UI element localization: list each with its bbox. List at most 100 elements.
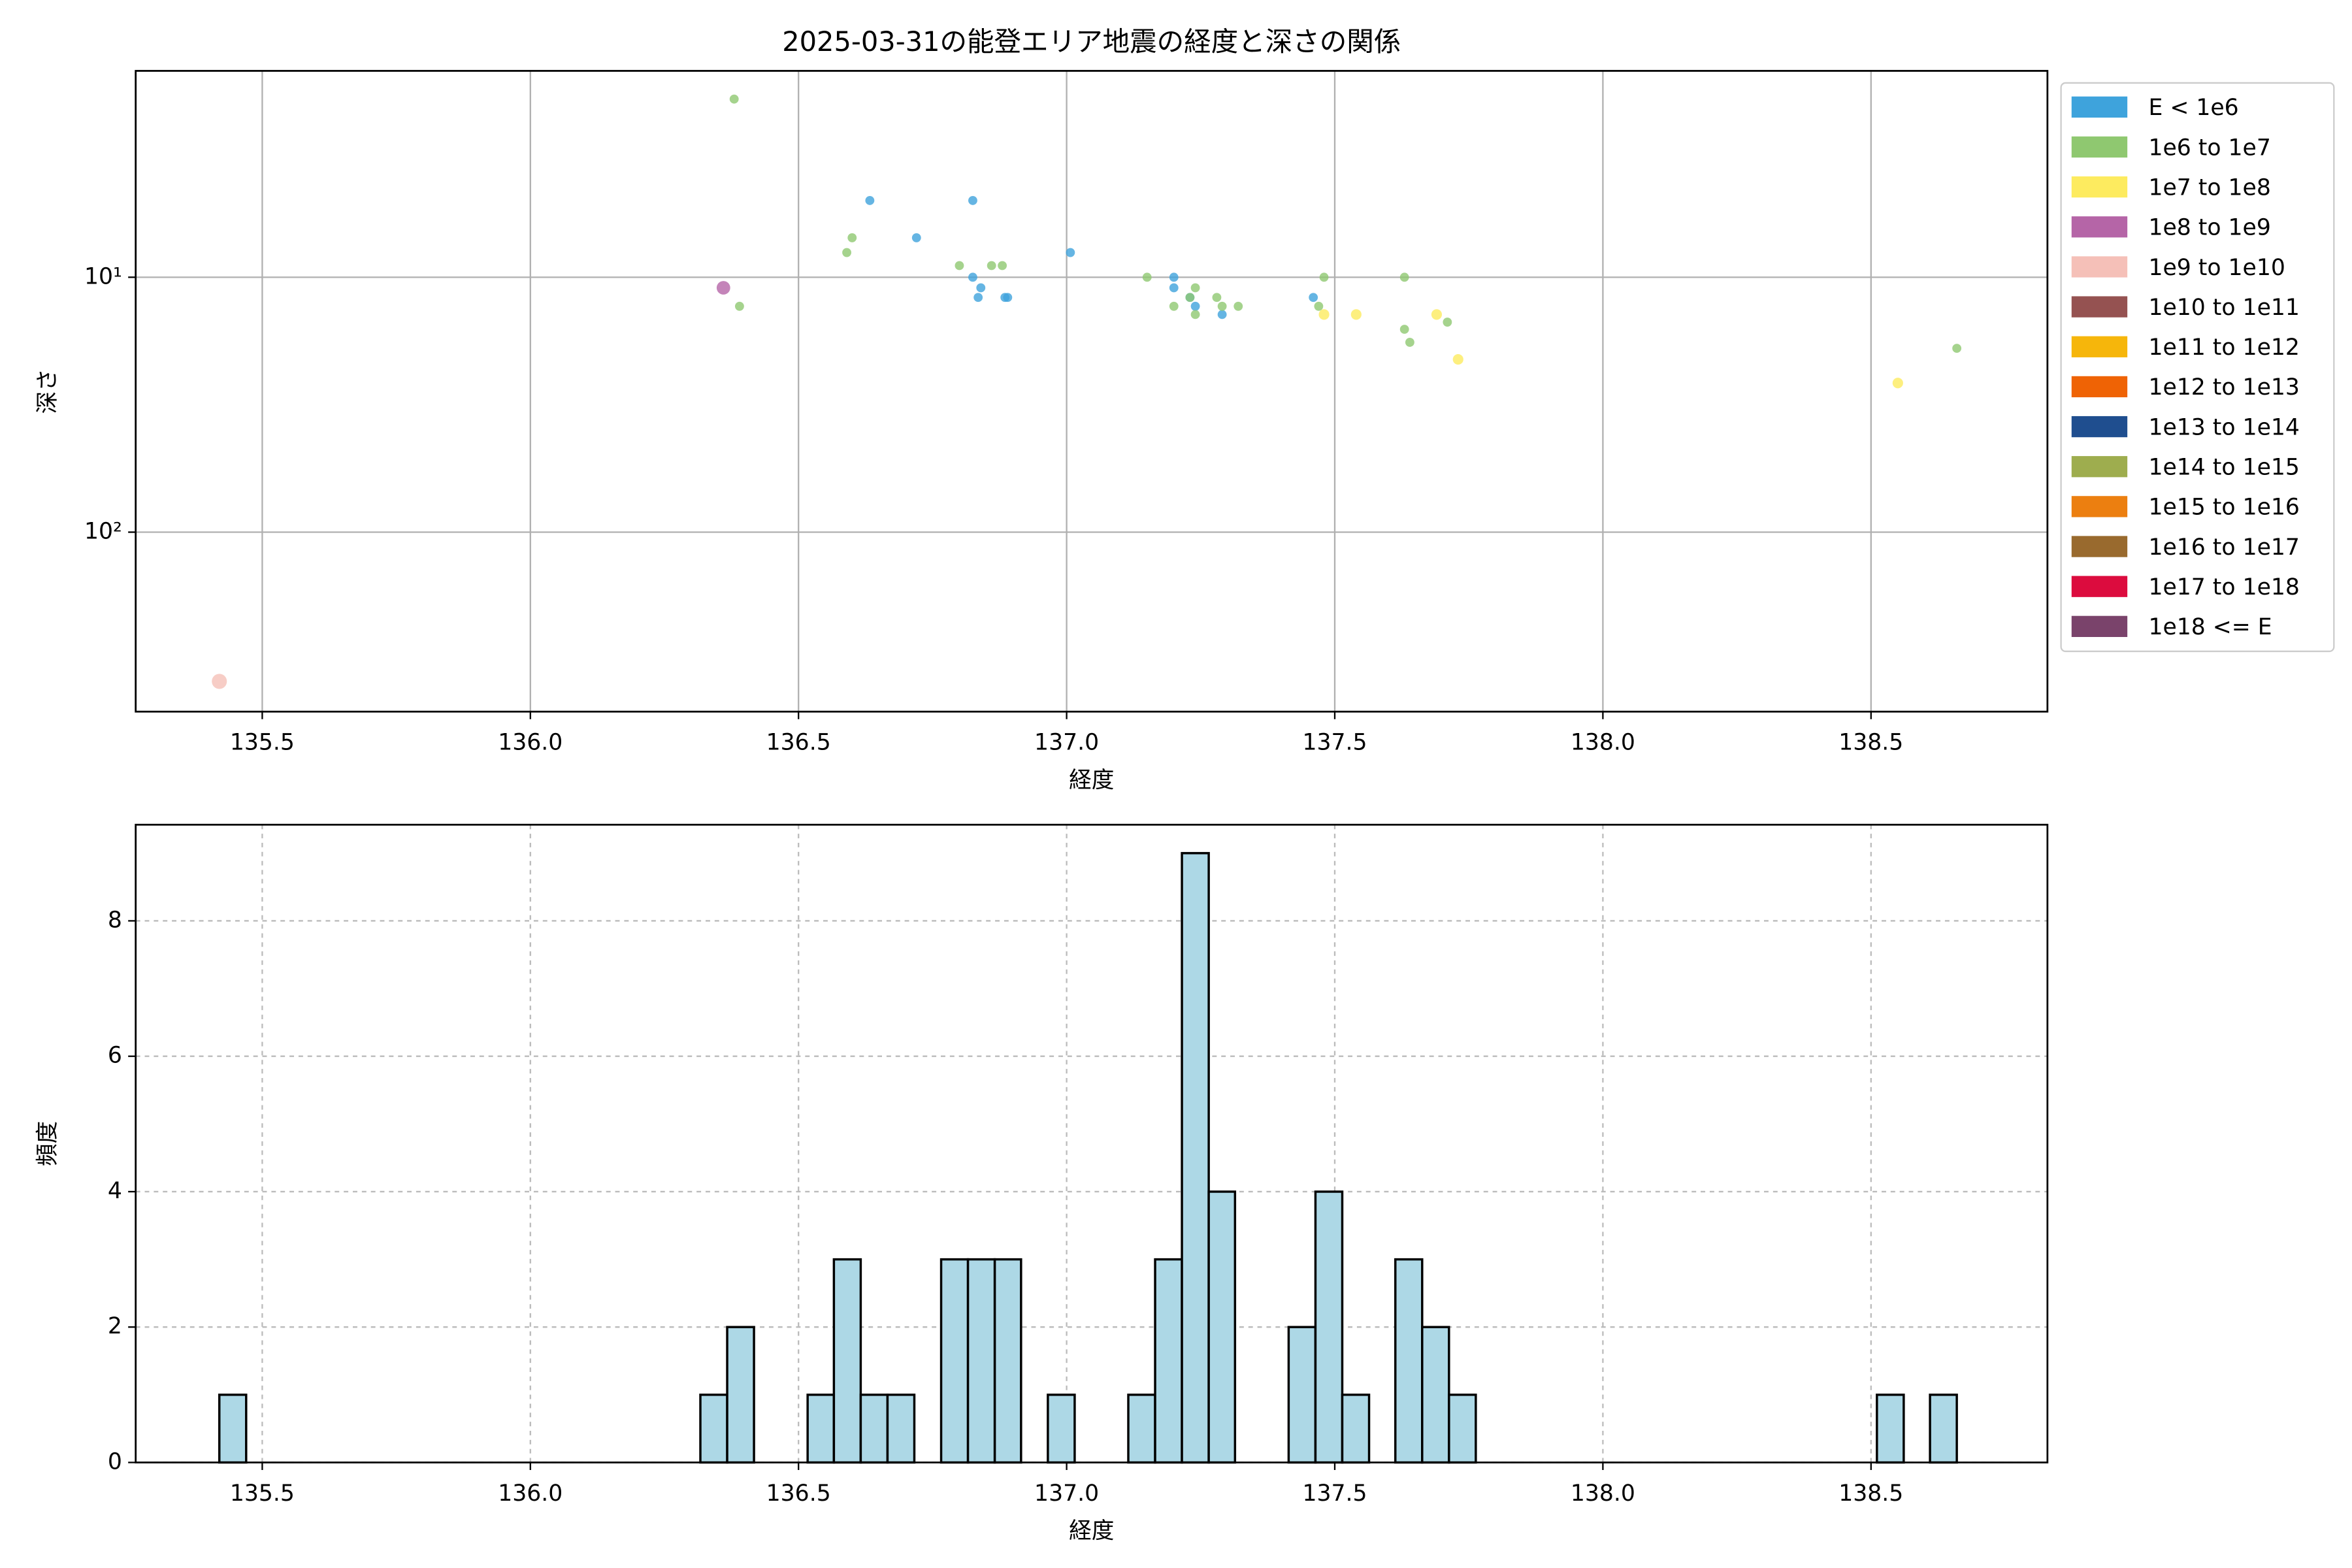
point xyxy=(1399,272,1409,282)
point xyxy=(955,261,964,270)
legend-label: 1e17 to 1e18 xyxy=(2148,574,2299,600)
point xyxy=(1318,309,1330,320)
bar xyxy=(993,1258,1022,1464)
legend-swatch xyxy=(2071,216,2128,238)
point xyxy=(212,674,227,689)
bar xyxy=(859,1394,889,1464)
point xyxy=(1066,248,1075,257)
legend-swatch xyxy=(2071,615,2128,637)
y-axis-label: 頻度 xyxy=(35,1121,61,1166)
legend-label: 1e12 to 1e13 xyxy=(2148,374,2299,400)
bar xyxy=(806,1394,836,1464)
x-axis-label: 経度 xyxy=(1069,1518,1114,1544)
x-tick-label: 137.5 xyxy=(1302,1480,1367,1507)
legend-swatch xyxy=(2071,536,2128,557)
bar xyxy=(832,1258,862,1464)
point xyxy=(1217,301,1227,311)
point xyxy=(987,261,996,270)
point xyxy=(968,195,977,205)
point xyxy=(1142,272,1152,282)
bar xyxy=(1287,1326,1317,1464)
legend-swatch xyxy=(2071,296,2128,318)
bar xyxy=(1181,852,1210,1464)
x-tick-label: 135.5 xyxy=(230,1480,295,1507)
legend-label: 1e14 to 1e15 xyxy=(2148,455,2299,481)
legend-swatch xyxy=(2071,336,2128,357)
legend-swatch xyxy=(2071,496,2128,517)
point xyxy=(865,195,875,205)
point xyxy=(734,301,744,311)
point xyxy=(1431,309,1443,320)
point xyxy=(976,283,986,293)
point xyxy=(1314,301,1324,311)
x-tick-label: 137.5 xyxy=(1302,730,1367,756)
point xyxy=(1169,272,1179,282)
x-tick-label: 136.0 xyxy=(498,730,563,756)
chart-title: 2025-03-31の能登エリア地震の経度と深さの関係 xyxy=(782,25,1401,57)
point xyxy=(1169,301,1179,311)
bar xyxy=(1127,1394,1156,1464)
legend-swatch xyxy=(2071,456,2128,478)
legend-swatch xyxy=(2071,136,2128,158)
point xyxy=(1405,338,1414,347)
point xyxy=(1892,378,1903,389)
x-tick-label: 138.5 xyxy=(1838,1480,1903,1507)
legend-box xyxy=(2060,82,2335,653)
bar xyxy=(1394,1258,1424,1464)
point xyxy=(729,94,739,104)
point xyxy=(1952,344,1962,353)
legend-swatch xyxy=(2071,256,2128,278)
point xyxy=(1309,293,1318,302)
plot-frame xyxy=(135,70,2049,713)
point xyxy=(847,233,857,242)
bar xyxy=(1448,1394,1477,1464)
legend-label: 1e9 to 1e10 xyxy=(2148,255,2285,281)
bar xyxy=(1421,1326,1450,1464)
y-tick-label: 10¹ xyxy=(84,263,122,289)
plot-frame xyxy=(135,823,2049,1463)
bar xyxy=(1047,1394,1076,1464)
legend-swatch xyxy=(2071,576,2128,597)
x-tick-label: 136.5 xyxy=(766,1480,831,1507)
bar xyxy=(886,1394,916,1464)
legend-swatch xyxy=(2071,416,2128,438)
legend-label: 1e18 <= E xyxy=(2148,614,2272,640)
x-tick-label: 137.0 xyxy=(1034,730,1099,756)
point xyxy=(1003,293,1013,302)
y-axis-label: 深さ xyxy=(35,368,61,414)
point xyxy=(973,293,983,302)
legend-label: 1e11 to 1e12 xyxy=(2148,335,2299,361)
bar xyxy=(1341,1394,1371,1464)
bar xyxy=(726,1326,755,1464)
x-tick-label: 138.0 xyxy=(1571,730,1635,756)
y-tick-label: 0 xyxy=(108,1448,122,1475)
legend-label: 1e13 to 1e14 xyxy=(2148,414,2299,440)
point xyxy=(1350,309,1362,320)
point xyxy=(1169,283,1179,293)
x-tick-label: 136.0 xyxy=(498,1480,563,1507)
point xyxy=(1190,283,1200,293)
legend-label: 1e15 to 1e16 xyxy=(2148,495,2299,521)
y-tick-label: 6 xyxy=(108,1043,122,1069)
point xyxy=(842,248,851,257)
point xyxy=(968,272,977,282)
point xyxy=(911,233,921,242)
bar xyxy=(939,1258,970,1464)
legend-label: 1e8 to 1e9 xyxy=(2148,215,2270,241)
point xyxy=(1185,293,1195,302)
point xyxy=(1319,272,1329,282)
point xyxy=(1190,310,1200,319)
point xyxy=(1233,301,1243,311)
point xyxy=(1217,310,1227,319)
point xyxy=(998,261,1007,270)
bar xyxy=(966,1258,996,1464)
point xyxy=(1443,318,1452,327)
point xyxy=(716,281,730,295)
legend-label: 1e6 to 1e7 xyxy=(2148,135,2270,161)
point xyxy=(1212,293,1222,302)
bar xyxy=(1154,1258,1183,1464)
legend-label: E < 1e6 xyxy=(2148,95,2238,121)
bar xyxy=(1207,1190,1237,1464)
y-tick-label: 10² xyxy=(84,519,122,545)
legend-label: 1e10 to 1e11 xyxy=(2148,295,2299,321)
